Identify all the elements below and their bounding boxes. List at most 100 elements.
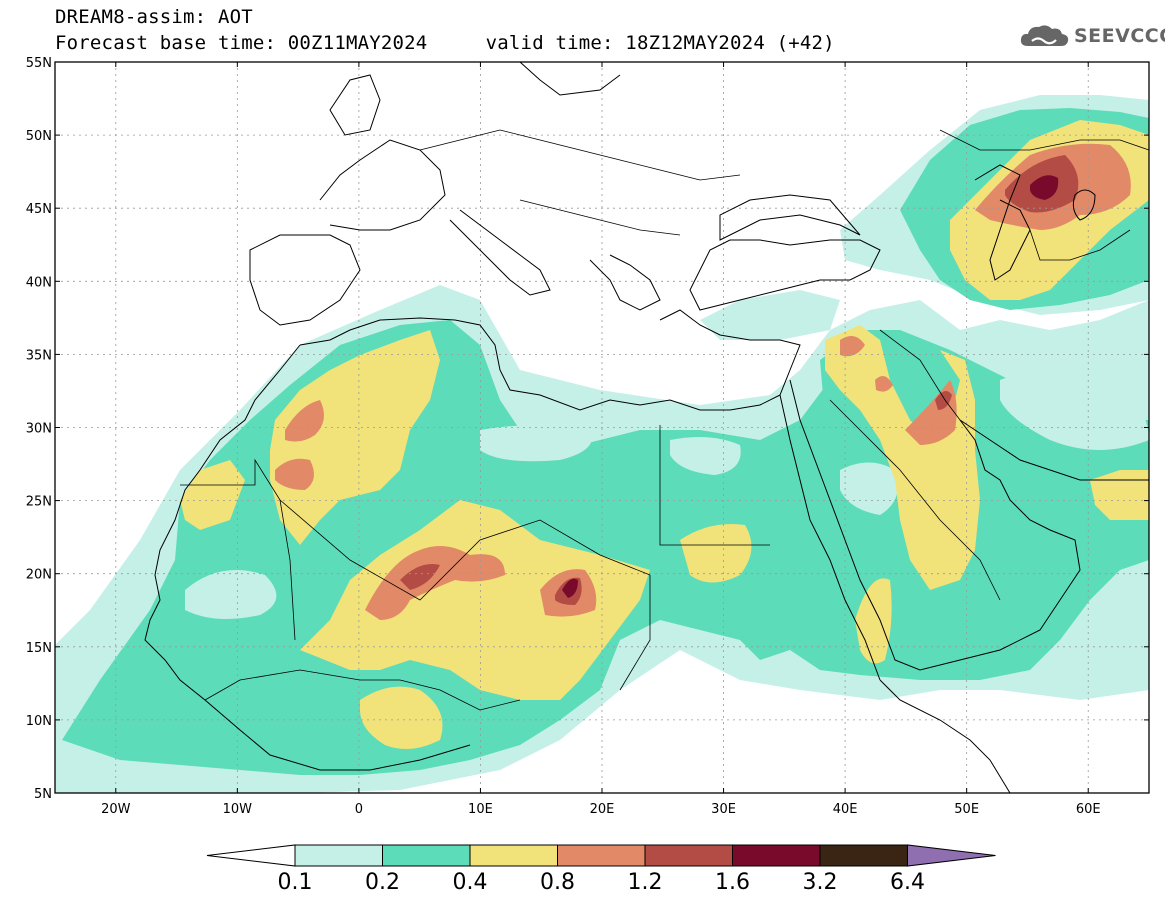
- coast-west-africa: [144, 344, 471, 771]
- coast-greece: [589, 254, 661, 311]
- lon-tick-label: 20W: [101, 802, 131, 817]
- lon-tick-label: 10E: [468, 802, 493, 817]
- lon-tick-label: 50E: [954, 802, 979, 817]
- aot-region-light-iran: [1000, 370, 1149, 450]
- colorbar-over-triangle: [907, 844, 996, 867]
- aot-region-darkred-chad: [562, 578, 578, 598]
- aot-region-brick-niger: [400, 564, 440, 590]
- aot-region-orange-morocco: [285, 400, 324, 442]
- border-europe-central: [419, 129, 741, 181]
- border-arabia: [829, 399, 1001, 601]
- lat-tick-label: 15N: [26, 641, 52, 656]
- border-central-asia: [1029, 229, 1131, 261]
- border-kazakhstan: [939, 129, 1149, 151]
- colorbar-swatch: [294, 844, 383, 867]
- seevccc-logo: SEEVCCC: [1018, 22, 1165, 50]
- border-mali: [279, 499, 651, 601]
- coast-east-med: [659, 309, 801, 396]
- colorbar-label: 1.2: [628, 870, 663, 895]
- coast-turkey: [689, 239, 881, 311]
- aot-region-darkred-caspian: [1030, 175, 1059, 200]
- aot-region-yellow-central: [300, 500, 650, 700]
- aot-region-light-mauritania: [185, 570, 277, 619]
- aot-region-yellow-persian-gulf: [1090, 470, 1149, 520]
- aot-region-orange-algeria: [275, 458, 314, 490]
- lat-tick-label: 5N: [34, 787, 52, 802]
- borders: [180, 129, 1149, 711]
- aot-region-yellow-iraq: [825, 325, 980, 590]
- colorbar-swatch: [819, 844, 908, 867]
- colorbar: 0.1 0.2 0.4 0.8 1.2 1.6 3.2 6.4: [206, 844, 996, 895]
- coast-red-sea-west: [779, 394, 881, 681]
- coastlines: [144, 62, 1149, 793]
- aot-level-1.6-3.2: [562, 175, 1059, 598]
- lat-tick-label: 30N: [26, 422, 52, 437]
- aot-region-yellow-egypt: [680, 524, 752, 583]
- coast-caspian: [974, 164, 1031, 281]
- coast-scandinavia: [519, 62, 621, 96]
- aot-field: [55, 62, 1149, 793]
- aot-region-light-libya: [480, 425, 592, 462]
- aot-region-yellow-atlantic: [180, 460, 245, 530]
- coast-iberia: [249, 234, 361, 326]
- lat-tick-label: 35N: [26, 348, 52, 363]
- border-iran-iraq: [879, 329, 961, 421]
- coast-uk: [329, 74, 381, 136]
- colorbar-swatch: [732, 844, 821, 867]
- aot-region-brick-kuwait: [935, 391, 952, 410]
- gridlines: [55, 62, 1149, 793]
- colorbar-swatch: [382, 844, 471, 867]
- coast-france: [319, 139, 446, 231]
- colorbar-label: 0.1: [278, 870, 313, 895]
- forecast-time-line: Forecast base time: 00Z11MAY2024 valid t…: [55, 32, 835, 54]
- colorbar-label: 0.2: [365, 870, 400, 895]
- aot-region-yellow-morocco: [270, 330, 440, 545]
- colorbar-swatch: [557, 844, 646, 867]
- lat-tick-label: 55N: [26, 56, 52, 71]
- coast-red-sea-east: [789, 379, 1081, 671]
- aot-region-yellow-yemen: [855, 578, 892, 664]
- aot-level-0.1-0.2: [185, 370, 1149, 619]
- lon-tick-label: 30E: [711, 802, 736, 817]
- latitude-ticks: 55N 50N 45N 40N 35N 30N 25N 20N 15N 10N 5N: [26, 56, 1149, 802]
- aot-region-orange-iraq: [840, 336, 865, 357]
- lon-tick-label: 0: [355, 802, 363, 817]
- colorbar-label: 6.4: [890, 870, 925, 895]
- cloud-logo-icon: [1020, 25, 1069, 46]
- colorbar-label: 0.4: [453, 870, 488, 895]
- border-libya-egypt: [659, 425, 770, 546]
- aot-region-light-egypt: [670, 436, 741, 475]
- lat-tick-label: 45N: [26, 202, 52, 217]
- lon-tick-label: 60E: [1076, 802, 1101, 817]
- aot-region-yellow-nigeria: [360, 686, 443, 749]
- lon-tick-label: 20E: [590, 802, 615, 817]
- colorbar-swatch: [469, 844, 558, 867]
- map-title: DREAM8-assim: AOT: [55, 6, 253, 28]
- aot-region-light-east-med: [700, 290, 840, 340]
- lon-tick-label: 10W: [223, 802, 253, 817]
- border-sahel: [204, 669, 521, 711]
- lat-tick-label: 50N: [26, 129, 52, 144]
- border-balkans: [519, 199, 681, 236]
- aot-region-orange-niger: [365, 546, 505, 620]
- aot-region-light-saudi: [840, 462, 898, 515]
- aot-level-0.4-0.8: [180, 120, 1149, 749]
- lat-tick-label: 40N: [26, 275, 52, 290]
- lon-tick-label: 40E: [833, 802, 858, 817]
- coast-aral: [1072, 189, 1096, 221]
- colorbar-label: 1.6: [715, 870, 750, 895]
- lat-tick-label: 25N: [26, 495, 52, 510]
- coast-black-sea: [719, 194, 861, 241]
- border-chad-sudan: [619, 575, 651, 691]
- coast-persian-gulf-east: [959, 419, 1149, 481]
- lat-tick-label: 20N: [26, 568, 52, 583]
- lat-tick-label: 10N: [26, 714, 52, 729]
- colorbar-label: 3.2: [803, 870, 838, 895]
- aot-region-orange-iraq2: [875, 376, 893, 392]
- coast-horn-africa: [879, 679, 1011, 793]
- coast-north-africa: [299, 317, 781, 411]
- longitude-ticks: 20W 10W 0 10E 20E 30E 40E 50E 60E: [101, 62, 1101, 817]
- logo-text: SEEVCCC: [1074, 25, 1165, 47]
- coast-italy: [449, 209, 551, 296]
